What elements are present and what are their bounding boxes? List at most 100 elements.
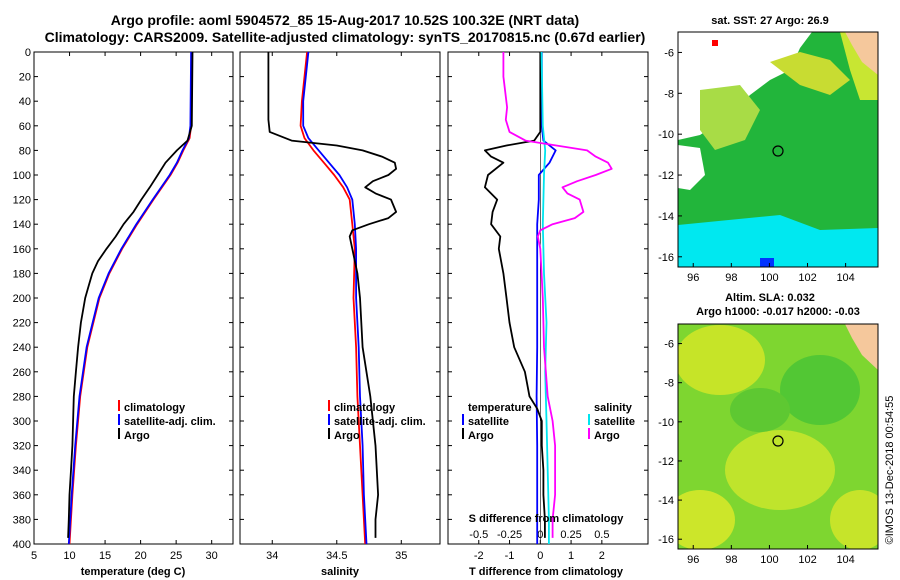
difference-lines <box>483 52 613 544</box>
x-tick-label: 1 <box>568 550 574 562</box>
difference-panel: -2 -1 0 1 2-0.5 -0.25 0 0.25 0.5 S difference fr… <box>447 51 649 578</box>
y-tick-label: 400 <box>13 539 31 551</box>
temperature-xlabel: temperature (deg C) <box>81 566 186 578</box>
legend-argo: Argo <box>124 430 150 442</box>
series-line-satellite-adj-clim- <box>67 52 192 544</box>
legend-satellite: satellite-adj. clim. <box>334 416 426 428</box>
s-tick-label: 0.5 <box>594 529 609 541</box>
salinity-legend: climatology satellite-adj. clim. Argo <box>328 400 426 442</box>
x-tick-label: -1 <box>505 550 515 562</box>
sst-hot-spot <box>712 40 718 46</box>
temperature-axes-frame <box>33 51 234 545</box>
sst-map-ticks: 96 98 100 102 104 -6 -8 -10 -12 -14 -16 <box>658 47 855 284</box>
legend-t-satellite: satellite <box>468 416 509 428</box>
sla-high-4 <box>830 490 878 549</box>
x-tick-label: 25 <box>170 550 182 562</box>
salinity-panel: 34 34.5 35 salinity climatology satellite-… <box>239 51 441 578</box>
sst-map-field <box>678 32 878 267</box>
temperature-legend: climatology satellite-adj. clim. Argo <box>118 400 216 442</box>
map-y-tick-label: -14 <box>658 211 674 223</box>
y-tick-label: 60 <box>19 121 31 133</box>
temperature-panel: 0 20 40 60 80 100 120 140 160 180 200 220 240 260 280 3… <box>13 47 234 578</box>
y-tick-label: 160 <box>13 244 31 256</box>
map-y-tick-label: -16 <box>658 252 674 264</box>
map-y-tick-label: -16 <box>658 534 674 546</box>
series-line-s-satellite <box>540 52 550 544</box>
sst-map: sat. SST: 27 Argo: 26.9 96 98 100 102 104 -6 -… <box>658 15 879 284</box>
map-x-tick-label: 98 <box>725 272 737 284</box>
y-tick-label: 20 <box>19 72 31 84</box>
figure-title-line2: Climatology: CARS2009. Satellite-adjuste… <box>45 29 646 45</box>
legend-satellite: satellite-adj. clim. <box>124 416 216 428</box>
y-tick-label: 260 <box>13 367 31 379</box>
legend-s-satellite: satellite <box>594 416 635 428</box>
sst-mid-patch <box>700 85 760 150</box>
y-tick-label: 180 <box>13 268 31 280</box>
series-line-argo <box>267 52 398 538</box>
temperature-lines <box>67 52 194 544</box>
sst-cloud-mask-3 <box>678 145 705 190</box>
map-y-tick-label: -6 <box>664 47 674 59</box>
s-difference-label: S difference from climatology <box>469 513 625 525</box>
series-line-climatology <box>299 52 367 544</box>
y-tick-label: 100 <box>13 170 31 182</box>
map-y-tick-label: -10 <box>658 417 674 429</box>
difference-ticks: -2 -1 0 1 2-0.5 -0.25 0 0.25 0.5 <box>448 51 648 562</box>
land-sumatra-2 <box>845 324 878 370</box>
x-tick-label: 20 <box>134 550 146 562</box>
y-tick-label: 380 <box>13 514 31 526</box>
s-tick-label: -0.5 <box>469 529 488 541</box>
y-tick-label: 240 <box>13 342 31 354</box>
x-tick-label: 34.5 <box>326 550 347 562</box>
y-tick-label: 360 <box>13 490 31 502</box>
x-tick-label: 0 <box>537 550 543 562</box>
salinity-lines <box>267 52 398 544</box>
legend-argo: Argo <box>334 430 360 442</box>
sst-cloud-mask-2 <box>678 32 745 80</box>
x-tick-label: 10 <box>63 550 75 562</box>
y-tick-label: 340 <box>13 465 31 477</box>
map-x-tick-label: 102 <box>798 272 816 284</box>
sla-map-frame <box>677 323 879 550</box>
series-line-satellite-adj-clim- <box>302 52 368 544</box>
x-tick-label: 34 <box>266 550 278 562</box>
y-tick-label: 140 <box>13 219 31 231</box>
sla-map-field <box>678 324 878 549</box>
sla-high-1 <box>678 325 765 395</box>
imos-footer: ©IMOS 13-Dec-2018 00:54:55 <box>884 396 896 545</box>
sst-cool-patch <box>678 215 878 267</box>
legend-climatology: climatology <box>334 402 396 414</box>
map-y-tick-label: -14 <box>658 495 674 507</box>
salinity-ticks: 34 34.5 35 <box>240 51 440 562</box>
difference-legend: temperature satellite Argo salinity sate… <box>462 402 635 442</box>
sla-high-2 <box>725 430 835 510</box>
x-tick-label: 30 <box>206 550 218 562</box>
map-x-tick-label: 100 <box>760 554 778 566</box>
map-x-tick-label: 102 <box>798 554 816 566</box>
s-tick-label: 0.25 <box>560 529 581 541</box>
t-difference-xlabel: T difference from climatology <box>469 566 624 578</box>
argo-location-marker-2 <box>772 435 784 447</box>
temperature-ticks: 0 20 40 60 80 100 120 140 160 180 200 220 240 260 280 3… <box>13 47 233 562</box>
y-tick-label: 200 <box>13 293 31 305</box>
y-tick-label: 120 <box>13 195 31 207</box>
salinity-axes-frame <box>239 51 441 545</box>
x-tick-label: -2 <box>474 550 484 562</box>
y-tick-label: 80 <box>19 145 31 157</box>
legend-t-argo: Argo <box>468 430 494 442</box>
x-tick-label: 5 <box>31 550 37 562</box>
legend-temperature-title: temperature <box>468 402 532 414</box>
sla-map-title-2: Argo h1000: -0.017 h2000: -0.03 <box>696 306 860 318</box>
sst-map-frame <box>677 31 879 268</box>
map-x-tick-label: 96 <box>687 272 699 284</box>
series-line-s-argo <box>502 52 613 538</box>
y-tick-label: 320 <box>13 441 31 453</box>
map-y-tick-label: -12 <box>658 456 674 468</box>
legend-s-argo: Argo <box>594 430 620 442</box>
s-tick-label: -0.25 <box>497 529 522 541</box>
series-line-argo <box>67 52 194 538</box>
legend-climatology: climatology <box>124 402 186 414</box>
land-sumatra <box>845 32 878 75</box>
legend-salinity-title: salinity <box>594 402 633 414</box>
